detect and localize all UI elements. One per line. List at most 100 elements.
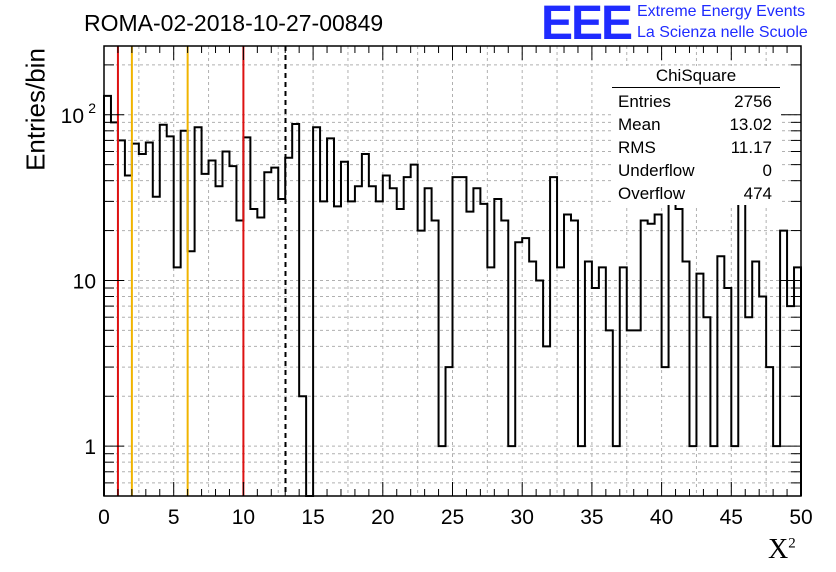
- histogram-bin: [355, 186, 362, 496]
- histogram-bin: [453, 177, 460, 496]
- histogram-bin: [236, 221, 243, 496]
- stats-value: 11.17: [730, 138, 772, 157]
- histogram-bin: [146, 143, 153, 496]
- histogram-bin: [557, 267, 564, 496]
- eee-logo: EEE: [541, 0, 633, 50]
- histogram-bin: [320, 201, 327, 496]
- histogram-bin: [738, 199, 745, 496]
- stats-row: Mean 13.02: [612, 113, 780, 136]
- histogram-bin: [466, 212, 473, 496]
- histogram-bin: [125, 175, 132, 496]
- histogram-bin: [683, 262, 690, 496]
- chart-title: ROMA-02-2018-10-27-00849: [84, 10, 384, 36]
- stats-label: Mean: [618, 115, 661, 134]
- histogram-bin: [216, 186, 223, 496]
- histogram-bin: [299, 396, 306, 496]
- histogram-bin: [376, 201, 383, 496]
- histogram-bin: [724, 288, 731, 496]
- histogram-bin: [627, 330, 634, 496]
- histogram-bin: [571, 221, 578, 496]
- histogram-bin: [292, 124, 299, 496]
- histogram-bin: [752, 262, 759, 496]
- x-tick-label: 15: [301, 506, 324, 529]
- histogram-bin: [278, 199, 285, 496]
- x-tick-label: 25: [441, 506, 464, 529]
- x-axis-label: X2: [768, 534, 796, 566]
- histogram-bin: [648, 224, 655, 496]
- histogram-bin: [613, 446, 620, 496]
- histogram-bin: [139, 154, 146, 496]
- histogram-bin: [759, 296, 766, 496]
- stats-row: RMS 11.17: [612, 136, 780, 159]
- histogram-bin: [606, 330, 613, 496]
- histogram-bin: [313, 127, 320, 496]
- histogram-bin: [153, 197, 160, 496]
- y-tick-label: 10: [73, 270, 96, 293]
- logo-line-1: Extreme Energy Events: [637, 3, 806, 20]
- y-tick-exponent: 2: [88, 100, 96, 116]
- histogram-bin: [181, 131, 188, 496]
- histogram-bin: [195, 127, 202, 496]
- stats-value: 13.02: [729, 115, 772, 134]
- stats-label: Entries: [618, 92, 671, 111]
- histogram-bin: [397, 209, 404, 496]
- histogram-bin: [209, 160, 216, 496]
- histogram-bin: [132, 144, 139, 496]
- histogram-bin: [334, 206, 341, 496]
- stats-box: ChiSquare Entries 2756 Mean 13.02 RMS 11.17…: [612, 66, 780, 205]
- histogram-bin: [522, 238, 529, 496]
- histogram-bin: [250, 209, 257, 496]
- histogram-bin: [118, 140, 125, 496]
- histogram-bin: [655, 215, 662, 496]
- stats-row: Underflow 0: [612, 159, 780, 182]
- x-tick-label: 0: [98, 506, 110, 529]
- histogram-bin: [271, 168, 278, 496]
- stats-value: 2756: [734, 92, 772, 111]
- histogram-bin: [446, 367, 453, 496]
- histogram-bin: [348, 201, 355, 496]
- histogram-bin: [731, 446, 738, 496]
- histogram-bin: [369, 186, 376, 496]
- stats-row: Entries 2756: [612, 90, 780, 113]
- histogram-bin: [745, 317, 752, 496]
- histogram-bin: [536, 280, 543, 496]
- histogram-bin: [529, 262, 536, 496]
- histogram-bin: [710, 446, 717, 496]
- x-tick-label: 5: [168, 506, 180, 529]
- histogram-bin: [634, 330, 641, 496]
- histogram-bin: [167, 136, 174, 496]
- logo-line-2: La Scienza nelle Scuole: [637, 24, 808, 41]
- histogram-bin: [174, 267, 181, 496]
- histogram-bin: [390, 188, 397, 496]
- histogram-bin: [480, 204, 487, 496]
- histogram-bin: [773, 446, 780, 496]
- histogram-bin: [676, 209, 683, 496]
- histogram-bin: [432, 221, 439, 496]
- x-tick-label: 10: [232, 506, 255, 529]
- histogram-bin: [439, 446, 446, 496]
- histogram-bin: [383, 175, 390, 496]
- x-tick-label: 40: [650, 506, 673, 529]
- x-tick-label: 45: [720, 506, 743, 529]
- histogram-bin: [641, 221, 648, 496]
- histogram-bin: [780, 231, 787, 496]
- histogram-bin: [257, 217, 264, 496]
- histogram-bin: [202, 174, 209, 496]
- stats-value: 0: [762, 161, 772, 180]
- histogram-bin: [459, 177, 466, 496]
- stats-title: ChiSquare: [612, 66, 780, 88]
- histogram-bin: [787, 306, 794, 496]
- stats-label: RMS: [618, 138, 656, 157]
- histogram-bin: [585, 262, 592, 496]
- histogram-bin: [494, 199, 501, 496]
- histogram-bin: [411, 165, 418, 496]
- histogram-bin: [341, 162, 348, 496]
- stats-label: Underflow: [618, 161, 695, 180]
- histogram-series: [103, 94, 802, 497]
- x-axis-label-exp: 2: [788, 535, 796, 552]
- y-tick-label: 10: [61, 105, 84, 128]
- histogram-bin: [717, 256, 724, 496]
- histogram-bin: [543, 346, 550, 496]
- histogram-bin: [550, 177, 557, 496]
